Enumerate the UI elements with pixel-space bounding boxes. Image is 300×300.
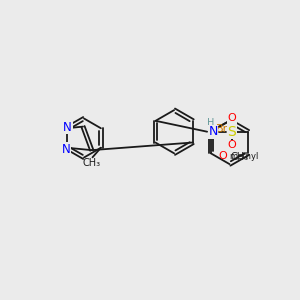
Text: methyl: methyl (230, 152, 259, 161)
Text: CH₃: CH₃ (230, 152, 248, 162)
Text: N: N (208, 125, 218, 138)
Text: O: O (227, 113, 236, 123)
Text: CH₃: CH₃ (82, 158, 100, 168)
Text: H: H (207, 118, 214, 128)
Text: O: O (227, 140, 236, 150)
Text: S: S (227, 125, 236, 139)
Text: Br: Br (216, 124, 228, 134)
Text: N: N (62, 143, 71, 156)
Text: O: O (218, 151, 227, 161)
Text: N: N (63, 121, 72, 134)
